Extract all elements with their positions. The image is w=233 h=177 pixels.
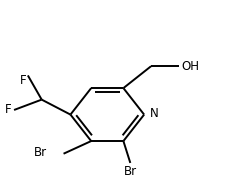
Text: N: N <box>150 107 159 120</box>
Text: Br: Br <box>34 146 48 159</box>
Text: F: F <box>5 104 12 116</box>
Text: F: F <box>20 74 27 87</box>
Text: Br: Br <box>124 165 137 177</box>
Text: OH: OH <box>181 60 199 73</box>
